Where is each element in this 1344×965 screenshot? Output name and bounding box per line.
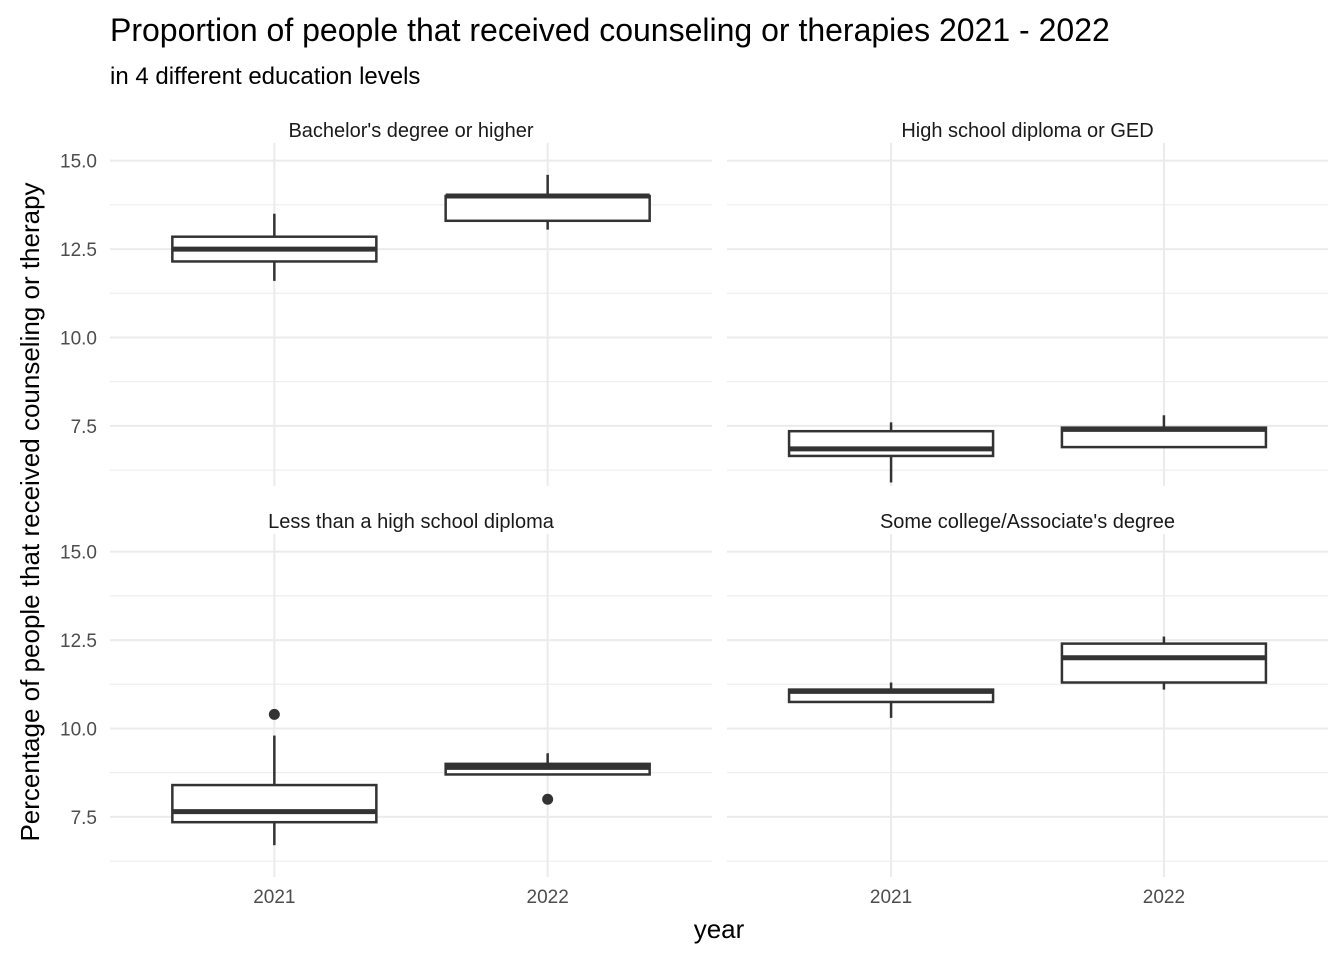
x-tick-label: 2022 xyxy=(527,887,569,908)
outlier-point xyxy=(268,708,280,720)
y-tick-label: 15.0 xyxy=(60,152,97,173)
chart-subtitle: in 4 different education levels xyxy=(110,63,420,90)
chart-title: Proportion of people that received couns… xyxy=(110,12,1110,48)
y-tick-label: 12.5 xyxy=(60,631,97,652)
boxplot-2021 xyxy=(171,708,378,846)
box-iqr xyxy=(1060,642,1268,684)
y-tick-label: 12.5 xyxy=(60,240,97,261)
y-tick-label: 10.0 xyxy=(60,719,97,740)
y-tick-label: 7.5 xyxy=(71,417,97,438)
facet-panel-2: Less than a high school diploma 7.5 10.0 12… xyxy=(60,511,712,908)
x-tick-label: 2022 xyxy=(1143,887,1185,908)
facet-label: Bachelor's degree or higher xyxy=(288,120,533,142)
x-tick-label: 2021 xyxy=(253,887,295,908)
boxplot-2021 xyxy=(787,682,995,718)
x-axis-title: year xyxy=(694,914,745,944)
facet-panel-3: Some college/Associate's degree 2021 2022 xyxy=(727,511,1328,908)
boxplot-2022 xyxy=(444,174,651,230)
facet-panel-0: Bachelor's degree or higher 7.5 10.0 12.5 15… xyxy=(60,120,712,486)
boxplot-2022 xyxy=(1060,415,1268,449)
y-axis-title: Percentage of people that received couns… xyxy=(15,182,45,841)
boxplot-2021 xyxy=(171,213,378,281)
facet-label: Less than a high school diploma xyxy=(268,511,555,533)
facet-panels: Bachelor's degree or higher 7.5 10.0 12.5 15… xyxy=(60,120,1328,908)
box-iqr xyxy=(171,783,378,824)
box-iqr xyxy=(444,194,651,223)
facet-label: High school diploma or GED xyxy=(901,120,1153,142)
facet-panel-1: High school diploma or GED xyxy=(727,120,1328,486)
y-tick-label: 7.5 xyxy=(71,808,97,829)
y-tick-label: 10.0 xyxy=(60,328,97,349)
x-tick-label: 2021 xyxy=(870,887,912,908)
y-tick-label: 15.0 xyxy=(60,543,97,564)
box-iqr xyxy=(787,429,995,458)
boxplot-2022 xyxy=(444,753,651,805)
boxplot-2021 xyxy=(787,422,995,483)
outlier-point xyxy=(542,793,554,805)
boxplot-2022 xyxy=(1060,636,1268,690)
facet-label: Some college/Associate's degree xyxy=(880,511,1175,533)
